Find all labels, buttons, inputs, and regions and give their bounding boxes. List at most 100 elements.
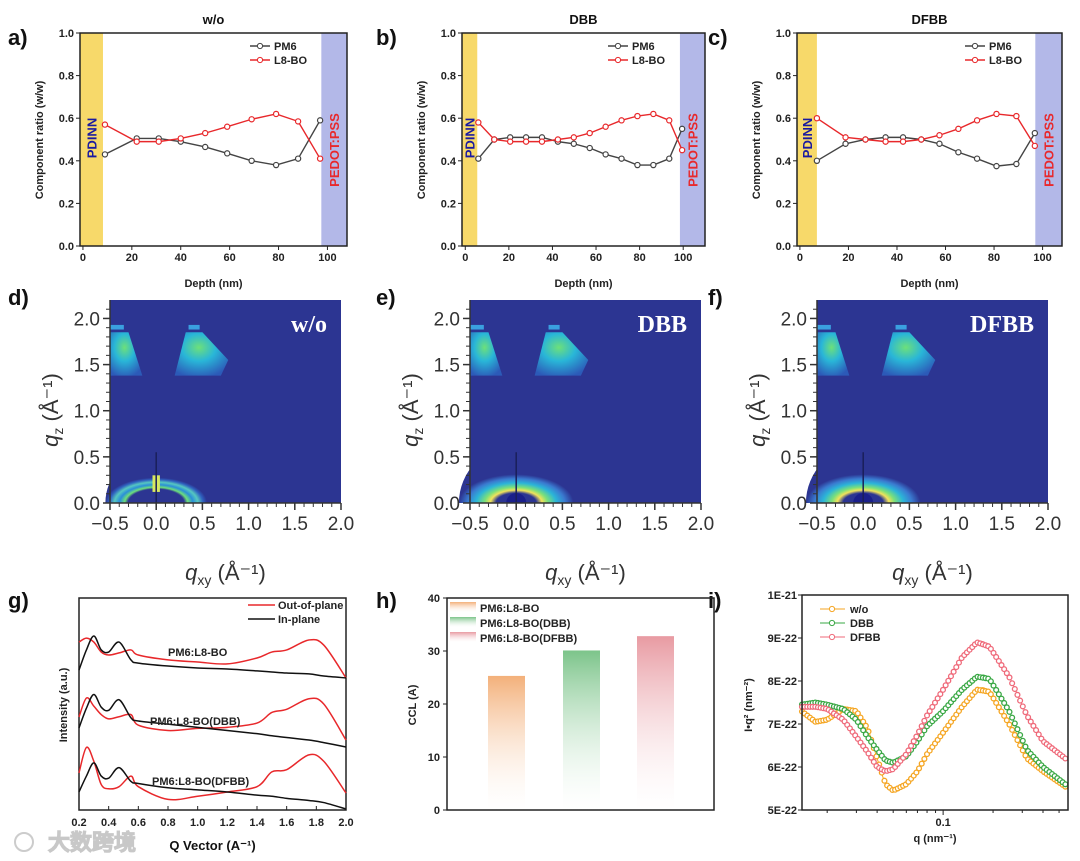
data-point: [133, 138, 140, 145]
image-label: DBB: [638, 312, 687, 338]
data-point: [1062, 781, 1069, 788]
y-tick-label: 10: [428, 752, 440, 764]
band-label: PEDOT:PSS: [1042, 113, 1057, 187]
data-point: [1031, 129, 1039, 137]
y-tick-label: 0.8: [776, 71, 791, 83]
data-point: [1011, 731, 1018, 739]
data-point: [947, 673, 955, 680]
data-point: [995, 704, 1002, 711]
y-tick-label: 30: [428, 646, 440, 658]
data-point: [955, 659, 962, 666]
legend-label: L8-BO: [632, 55, 665, 67]
data-point: [678, 125, 686, 133]
legend-marker: [828, 619, 836, 627]
data-point: [1030, 722, 1037, 729]
y-tick-label: 1.0: [74, 402, 100, 423]
x-tick-label: 2.0: [338, 817, 353, 829]
data-point: [998, 662, 1005, 669]
in-plane-curve: [78, 693, 347, 748]
band-pedot-pss: [1035, 33, 1062, 246]
panel-label: a): [8, 25, 28, 50]
x-axis-label-part: xy: [557, 572, 571, 588]
data-point: [1009, 680, 1016, 687]
data-point: [1011, 685, 1018, 693]
legend-label: PM6:L8-BO: [480, 603, 540, 615]
band-pdinn: [462, 33, 478, 246]
data-point: [913, 769, 920, 776]
x-tick-label: 0.0: [850, 514, 876, 535]
x-axis-label-part: (Å⁻¹): [918, 560, 972, 585]
data-point: [1033, 727, 1040, 734]
data-point: [1001, 666, 1008, 673]
scattering-wedge: [817, 332, 850, 376]
y-tick-label: 0.0: [441, 241, 456, 253]
data-point: [155, 138, 162, 145]
plot-frame: [78, 597, 347, 811]
data-point: [939, 686, 947, 693]
band-pdinn: [80, 33, 103, 246]
y-tick-label: 0.6: [59, 113, 74, 125]
data-point: [934, 695, 941, 702]
legend-label: DFBB: [850, 632, 881, 644]
y-tick-label: 1.5: [781, 356, 807, 377]
y-tick-label: 7E-22: [768, 719, 797, 731]
data-point: [101, 121, 109, 128]
x-tick-label: 20: [503, 252, 515, 264]
bar-1: [488, 675, 525, 810]
x-tick-label: 40: [546, 252, 558, 264]
data-point: [902, 751, 909, 758]
data-point: [936, 132, 943, 139]
x-axis-label-part: (Å⁻¹): [211, 560, 265, 585]
data-point: [272, 110, 280, 118]
y-tick-label: 2.0: [74, 309, 100, 330]
scattering-streak: [817, 324, 831, 330]
data-point: [678, 146, 686, 154]
scattering-wedge: [470, 332, 503, 376]
legend-label: L8-BO: [274, 55, 307, 67]
legend-marker: [256, 56, 264, 64]
band-label: PDINN: [800, 118, 815, 158]
data-point: [995, 691, 1002, 698]
data-point: [1019, 703, 1026, 710]
x-tick-label: 2.0: [328, 514, 354, 535]
data-point: [1006, 674, 1013, 681]
x-tick-label: 1.8: [309, 817, 324, 829]
legend-marker: [614, 56, 622, 64]
data-point: [1009, 714, 1016, 721]
scattering-streak: [470, 324, 484, 330]
data-point: [634, 112, 641, 120]
data-point: [921, 717, 928, 724]
data-point: [650, 161, 657, 169]
legend-marker: [828, 605, 836, 613]
plot-frame: [801, 594, 1069, 811]
data-point: [586, 129, 593, 137]
x-tick-label: 60: [224, 252, 236, 264]
y-axis-label: I•q² (nm⁻²): [743, 678, 755, 732]
legend-marker: [256, 42, 264, 50]
data-point: [842, 134, 849, 141]
data-point: [1003, 717, 1010, 724]
x-tick-label: 1.0: [235, 514, 261, 535]
data-point: [1014, 691, 1021, 698]
panel-label: h): [376, 588, 397, 613]
data-point: [908, 742, 915, 749]
data-point: [1017, 697, 1024, 704]
data-point: [910, 738, 917, 745]
x-tick-label: 0: [797, 252, 803, 264]
data-point: [177, 135, 184, 142]
scattering-streak: [110, 324, 124, 330]
bar-3: [637, 636, 674, 810]
data-point: [506, 138, 514, 145]
data-point: [854, 718, 861, 726]
data-point: [272, 161, 280, 169]
x-tick-label: 1.6: [279, 817, 294, 829]
data-point: [950, 668, 957, 675]
y-tick-label: 1.0: [441, 28, 456, 40]
x-tick-label: 1.5: [282, 514, 308, 535]
data-point: [813, 114, 821, 122]
panel-label: e): [376, 285, 396, 310]
data-point: [881, 777, 888, 784]
data-point: [915, 765, 923, 772]
x-axis-label-part: q: [185, 560, 198, 585]
x-tick-label: 20: [842, 252, 854, 264]
